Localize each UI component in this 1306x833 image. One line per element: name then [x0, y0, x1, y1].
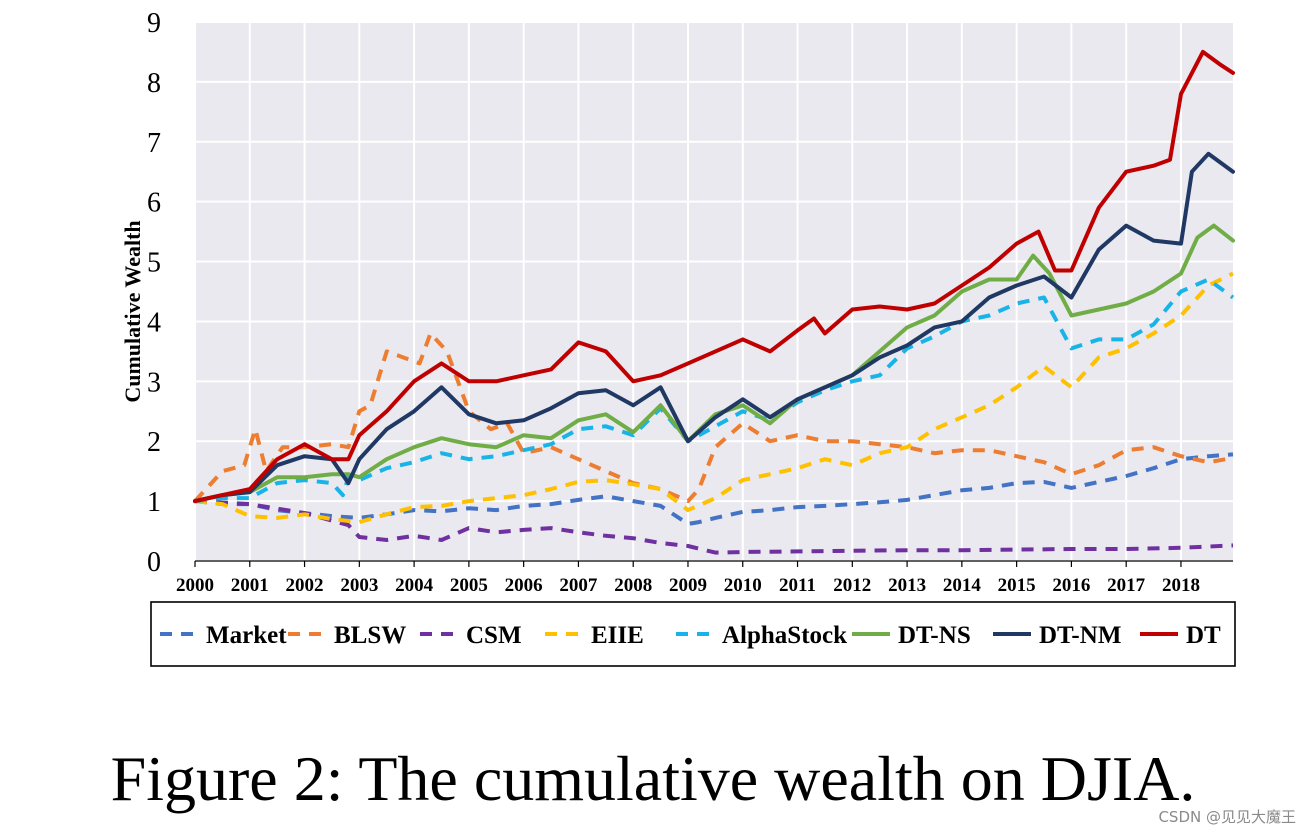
- x-tick-label: 2013: [888, 575, 926, 596]
- x-tick-label: 2006: [505, 575, 543, 596]
- y-tick-label: 9: [147, 8, 161, 39]
- y-tick-label: 8: [147, 68, 161, 99]
- legend-label-alphastock: AlphaStock: [722, 622, 847, 649]
- x-tick-label: 2018: [1162, 575, 1200, 596]
- y-axis-ticks: 0 1 2 3 4 5 6 7 8 9: [147, 8, 161, 578]
- y-tick-label: 1: [147, 487, 161, 518]
- y-tick-label: 7: [147, 128, 161, 159]
- legend-label-blsw: BLSW: [334, 622, 406, 649]
- y-tick-label: 0: [147, 547, 161, 578]
- x-tick-label: 2015: [998, 575, 1036, 596]
- series-line-eiie: [194, 271, 1234, 525]
- x-tick-label: 2007: [559, 575, 598, 596]
- y-tick-label: 2: [147, 427, 161, 458]
- watermark: CSDN @见见大魔王: [1158, 808, 1296, 826]
- figure-caption: Figure 2: The cumulative wealth on DJIA.: [110, 743, 1196, 814]
- x-tick-label: 2017: [1107, 575, 1146, 596]
- x-axis-ticks: 2000 2001 2002 2003 2004 2005 2006 2007 2008 2009…: [176, 560, 1233, 596]
- legend-label-dt: DT: [1186, 622, 1221, 649]
- series-lines: [193, 49, 1235, 555]
- x-tick-label: 2012: [833, 575, 871, 596]
- series-line-market: [194, 452, 1234, 526]
- x-tick-label: 2014: [943, 575, 982, 596]
- x-tick-label: 2010: [724, 575, 762, 596]
- x-tick-label: 2000: [176, 575, 214, 596]
- series-line-dt: [193, 49, 1235, 504]
- y-tick-label: 5: [147, 248, 161, 279]
- x-tick-label: 2005: [450, 575, 488, 596]
- legend-label-eiie: EIIE: [591, 622, 644, 649]
- y-tick-label: 4: [147, 307, 161, 338]
- y-tick-label: 3: [147, 367, 161, 398]
- grid-lines: [194, 21, 1233, 562]
- y-tick-label: 6: [147, 188, 161, 219]
- legend-label-csm: CSM: [466, 622, 522, 649]
- legend-label-market: Market: [206, 622, 287, 649]
- x-tick-label: 2003: [340, 575, 378, 596]
- legend-label-dt-nm: DT-NM: [1039, 622, 1121, 649]
- legend-box: [150, 601, 1236, 667]
- x-tick-label: 2002: [286, 575, 324, 596]
- x-tick-label: 2011: [779, 575, 816, 596]
- legend-label-dt-ns: DT-NS: [898, 622, 971, 649]
- x-tick-label: 2008: [614, 575, 652, 596]
- x-tick-label: 2004: [395, 575, 434, 596]
- series-line-csm: [194, 499, 1234, 555]
- x-tick-label: 2001: [231, 575, 269, 596]
- y-axis-label: Cumulative Wealth: [120, 220, 145, 402]
- series-line-dt-nm: [193, 151, 1235, 504]
- legend: Market BLSW CSM EIIE AlphaStock DT-NS DT-NM DT: [150, 601, 1236, 667]
- x-tick-label: 2009: [669, 575, 707, 596]
- x-tick-label: 2016: [1052, 575, 1090, 596]
